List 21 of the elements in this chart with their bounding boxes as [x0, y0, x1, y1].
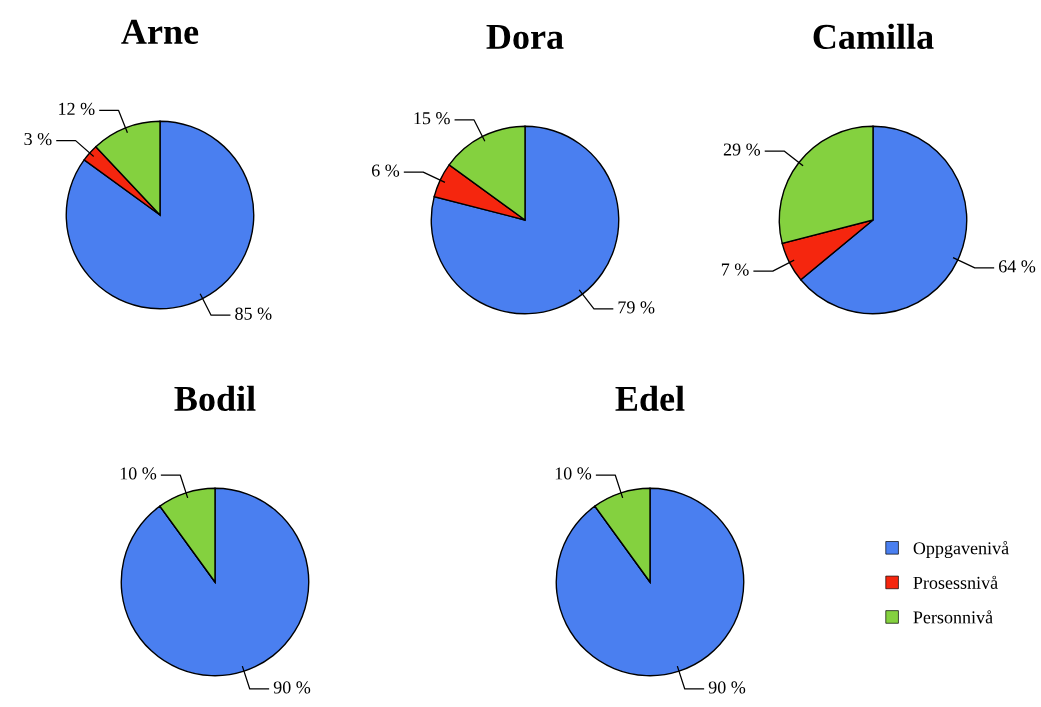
data-label: 10 %	[555, 467, 592, 480]
chart-title: Camilla	[813, 23, 934, 50]
data-label: 6 %	[371, 164, 400, 177]
data-label: 90 %	[273, 681, 311, 694]
chart-title: Dora	[486, 25, 564, 50]
data-label: 10 %	[120, 467, 157, 480]
data-label: 29 %	[723, 143, 761, 156]
legend-label: Prosessnivå	[913, 575, 998, 589]
legend-label: Personnivå	[913, 610, 993, 624]
data-label: 64 %	[999, 260, 1036, 273]
chart-title: Arne	[121, 19, 199, 45]
data-label: 90 %	[708, 681, 746, 694]
chart-title: Edel	[615, 385, 685, 412]
legend-label: Oppgavenivå	[913, 541, 1009, 559]
data-label: 7 %	[721, 263, 749, 276]
chart-title: Bodil	[174, 385, 256, 412]
data-label: 15 %	[414, 112, 450, 125]
data-label: 79 %	[618, 301, 655, 314]
data-label: 3 %	[24, 132, 52, 146]
data-label: 12 %	[59, 102, 95, 115]
data-label: 85 %	[235, 307, 272, 320]
